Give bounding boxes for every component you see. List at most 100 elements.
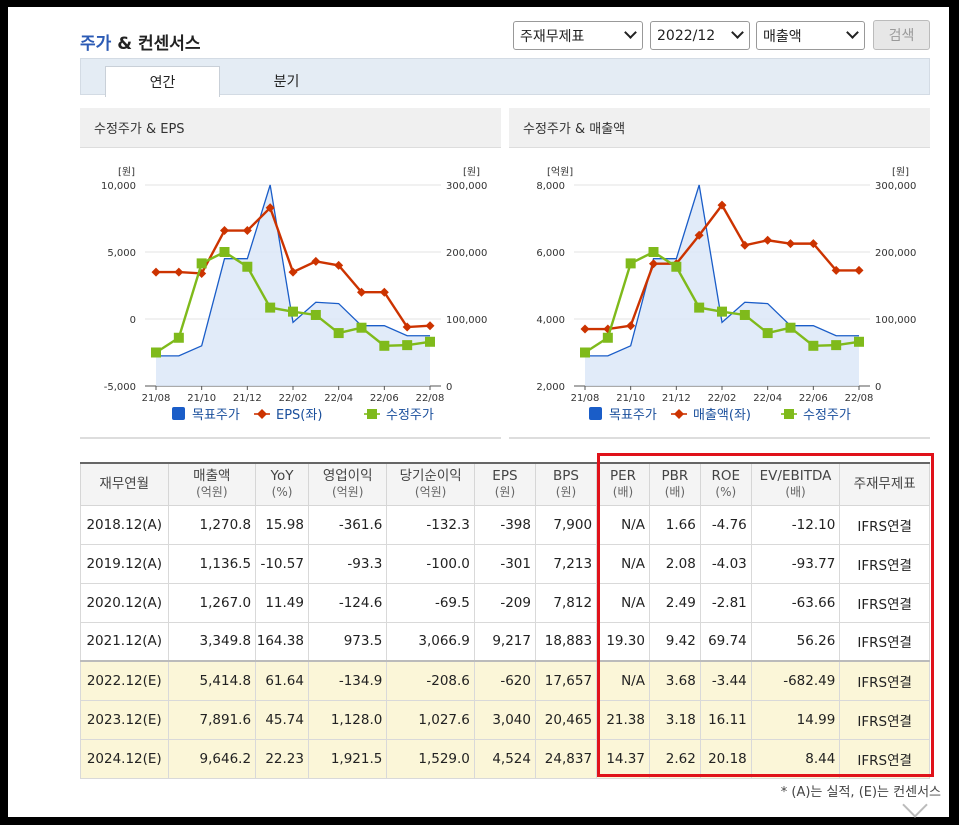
data-point — [333, 328, 344, 339]
column-header-unit: (억원) — [196, 485, 228, 500]
data-point — [288, 267, 298, 277]
table-cell: 2023.12(E) — [80, 699, 169, 740]
table-cell: 1,267.0 — [167, 582, 257, 623]
legend-label: 목표주가 — [192, 408, 240, 423]
table-cell: -12.10 — [750, 504, 841, 545]
data-point — [854, 265, 864, 275]
right-axis-unit: [원] — [463, 166, 480, 178]
data-point — [625, 258, 636, 269]
data-point — [288, 306, 298, 317]
data-point — [763, 235, 773, 245]
x-tick-label: 21/10 — [187, 393, 216, 404]
table-cell: IFRS연결 — [839, 504, 930, 545]
data-point — [740, 240, 750, 250]
data-point — [762, 328, 773, 339]
column-header-unit: (원) — [494, 485, 516, 500]
data-point — [402, 340, 413, 351]
tab-annual[interactable]: 연간 — [105, 66, 220, 97]
table-cell: -4.76 — [699, 504, 752, 545]
table-cell: 45.74 — [255, 699, 309, 740]
search-button[interactable]: 검색 — [873, 20, 930, 50]
left-tick-label: 0 — [130, 315, 136, 326]
table-cell: 973.5 — [307, 621, 388, 662]
table-cell: -134.9 — [307, 660, 388, 701]
table-cell: 1,128.0 — [307, 699, 388, 740]
left-tick-label: -5,000 — [104, 382, 136, 393]
table-cell: -93.77 — [750, 543, 841, 584]
table-cell: -620 — [473, 660, 536, 701]
data-point — [310, 309, 321, 320]
divider — [80, 437, 501, 439]
table-cell: -93.3 — [307, 543, 388, 584]
table-cell: -63.66 — [750, 582, 841, 623]
data-point — [786, 239, 795, 249]
table-cell: 7,213 — [534, 543, 598, 584]
table-cell: -682.49 — [750, 660, 841, 701]
chart-eps: [원] [원] 10,000 5,000 0 -5,000 300,000 200,000 10… — [101, 166, 487, 423]
column-header: 영업이익 (억원) — [307, 462, 388, 506]
tab-quarterly[interactable]: 분기 — [273, 74, 300, 90]
financial-table: 재무연월 매출액 (억원) YoY (%) 영업이익 (억원) 당기순이익 (억원) EPS (원)… — [80, 462, 930, 779]
legend-swatch — [172, 407, 185, 420]
left-axis-unit: [원] — [118, 166, 135, 178]
table-cell: 2022.12(E) — [80, 660, 169, 701]
table-cell: 1,136.5 — [167, 543, 257, 584]
metric-select[interactable]: 매출액 — [756, 21, 865, 50]
table-cell: 14.37 — [596, 738, 650, 779]
divider — [509, 437, 930, 439]
table-cell: -361.6 — [307, 504, 388, 545]
x-tick-label: 21/08 — [142, 393, 171, 404]
column-header-unit: (억원) — [414, 485, 447, 500]
right-tick-label: 200,000 — [875, 248, 916, 259]
table-cell: 2019.12(A) — [80, 543, 169, 584]
table-cell: IFRS연결 — [839, 660, 930, 701]
series-area — [156, 185, 430, 386]
statement-select[interactable]: 주재무제표 — [513, 21, 643, 50]
x-tick-label: 22/08 — [416, 393, 445, 404]
metric-select-value: 매출액 — [763, 28, 802, 45]
right-tick-label: 0 — [875, 382, 881, 393]
data-point — [831, 340, 842, 351]
data-point — [219, 247, 230, 257]
table-cell: 3.18 — [648, 699, 701, 740]
data-point — [242, 261, 253, 272]
x-tick-label: 22/08 — [845, 393, 874, 404]
table-cell: 2024.12(E) — [80, 738, 169, 779]
legend-label: EPS(좌) — [276, 408, 322, 423]
right-tick-label: 100,000 — [446, 315, 487, 326]
table-cell: 5,414.8 — [167, 660, 257, 701]
left-axis-unit: [억원] — [547, 166, 573, 178]
table-cell: 2021.12(A) — [80, 621, 169, 662]
column-header-label: 영업이익 — [322, 468, 373, 485]
period-select[interactable]: 2022/12 — [650, 21, 750, 50]
right-tick-label: 100,000 — [875, 315, 916, 326]
table-cell: IFRS연결 — [839, 699, 930, 740]
x-tick-label: 21/12 — [233, 393, 262, 404]
data-point — [197, 268, 207, 278]
x-tick-label: 22/06 — [370, 393, 399, 404]
table-cell: 3,066.9 — [386, 621, 475, 662]
legend-swatch — [784, 409, 794, 419]
table-row: 2024.12(E) 9,646.2 22.23 1,921.5 1,529.0 4,52… — [80, 738, 930, 779]
chart-panel-eps: 수정주가 & EPS [원] [원] 10,000 5,000 0 -5,000 300,0… — [80, 108, 501, 439]
column-header: ROE (%) — [699, 462, 752, 506]
data-point — [311, 256, 321, 266]
x-tick-label: 22/04 — [324, 393, 353, 404]
chevron-down-icon — [846, 26, 859, 39]
data-point — [626, 321, 636, 331]
data-point — [379, 340, 390, 351]
column-header: 당기순이익 (억원) — [386, 462, 475, 506]
data-point — [425, 321, 435, 331]
table-cell: 17,657 — [534, 660, 598, 701]
right-tick-label: 0 — [446, 382, 452, 393]
column-header: EPS (원) — [473, 462, 536, 506]
left-tick-label: 5,000 — [107, 248, 136, 259]
table-cell: 69.74 — [699, 621, 752, 662]
table-cell: 7,812 — [534, 582, 598, 623]
table-cell: -3.44 — [699, 660, 752, 701]
table-row: 2022.12(E) 5,414.8 61.64 -134.9 -208.6 -620 17… — [80, 660, 930, 701]
data-point — [602, 332, 613, 343]
x-tick-label: 22/06 — [799, 393, 828, 404]
legend-label: 수정주가 — [803, 408, 851, 423]
column-header: BPS (원) — [534, 462, 598, 506]
